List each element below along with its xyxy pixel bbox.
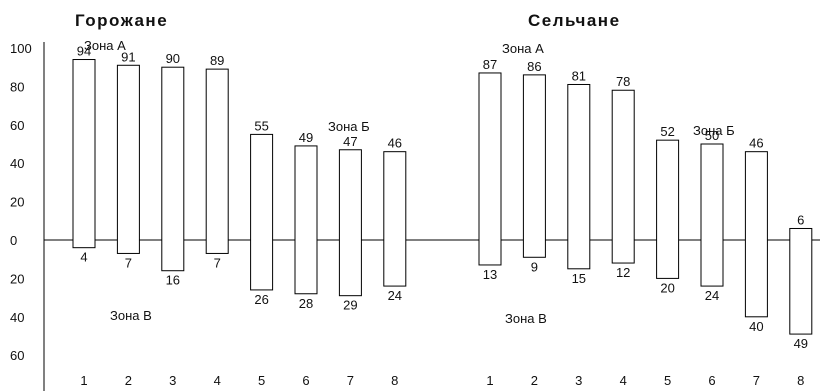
bar-upper-value-label: 55 xyxy=(254,118,268,133)
zone-v-label: Зона В xyxy=(110,308,152,323)
x-tick-label: 4 xyxy=(620,373,627,388)
bar-lower-value-label: 7 xyxy=(214,255,221,270)
bar-upper-value-label: 49 xyxy=(299,130,313,145)
y-tick-label: 80 xyxy=(10,79,24,94)
bar-upper-value-label: 91 xyxy=(121,49,135,64)
bar xyxy=(744,151,768,318)
bar xyxy=(789,227,813,335)
x-tick-label: 2 xyxy=(125,373,132,388)
x-tick-label: 3 xyxy=(169,373,176,388)
x-tick-label: 5 xyxy=(664,373,671,388)
zone-a-label: Зона А xyxy=(502,41,544,56)
zone-b-label: Зона Б xyxy=(328,119,370,134)
bar xyxy=(383,151,407,287)
y-tick-label: 20 xyxy=(10,195,24,210)
x-tick-label: 5 xyxy=(258,373,265,388)
x-tick-label: 7 xyxy=(753,373,760,388)
bar xyxy=(478,72,502,266)
bar xyxy=(294,145,318,295)
bar-upper-value-label: 6 xyxy=(797,212,804,227)
bar-lower-value-label: 29 xyxy=(343,298,357,313)
bar-lower-value-label: 26 xyxy=(254,292,268,307)
bar-group: Горожане Зона А Зона Б Зона В 94 4 1 91 7 2 90 16 3 8… xyxy=(72,11,407,388)
bar-lower-value-label: 20 xyxy=(660,280,674,295)
x-tick-label: 6 xyxy=(302,373,309,388)
y-tick-label: 60 xyxy=(10,348,24,363)
bar-upper-value-label: 46 xyxy=(749,136,763,151)
bar-upper-value-label: 94 xyxy=(77,44,91,59)
y-tick-label: 60 xyxy=(10,118,24,133)
bar xyxy=(116,64,140,254)
x-tick-label: 8 xyxy=(391,373,398,388)
y-tick-label: 0 xyxy=(10,233,17,248)
x-tick-label: 2 xyxy=(531,373,538,388)
bar xyxy=(72,59,96,249)
bar-upper-value-label: 50 xyxy=(705,128,719,143)
bar xyxy=(522,74,546,258)
bar-upper-value-label: 89 xyxy=(210,53,224,68)
bar-lower-value-label: 7 xyxy=(125,255,132,270)
zone-b-label: Зона Б xyxy=(693,123,735,138)
x-tick-label: 7 xyxy=(347,373,354,388)
x-tick-label: 1 xyxy=(80,373,87,388)
bar-lower-value-label: 49 xyxy=(794,336,808,351)
bar-lower-value-label: 9 xyxy=(531,259,538,274)
bar-lower-value-label: 12 xyxy=(616,265,630,280)
x-tick-label: 1 xyxy=(486,373,493,388)
group-title: Горожане xyxy=(75,11,168,30)
bar-upper-value-label: 90 xyxy=(166,51,180,66)
y-tick-label: 40 xyxy=(10,156,24,171)
y-tick-label: 100 xyxy=(10,41,32,56)
bar-lower-value-label: 28 xyxy=(299,296,313,311)
x-tick-label: 6 xyxy=(708,373,715,388)
bar xyxy=(161,66,185,272)
bar-upper-value-label: 47 xyxy=(343,134,357,149)
bar xyxy=(205,68,229,254)
bar-upper-value-label: 46 xyxy=(388,136,402,151)
bar-lower-value-label: 15 xyxy=(572,271,586,286)
zone-a-label: Зона А xyxy=(84,38,126,53)
bar xyxy=(700,143,724,287)
x-tick-label: 4 xyxy=(214,373,221,388)
bar-upper-value-label: 86 xyxy=(527,59,541,74)
bar xyxy=(567,83,591,270)
bar-lower-value-label: 40 xyxy=(749,319,763,334)
bar xyxy=(611,89,635,264)
x-tick-label: 3 xyxy=(575,373,582,388)
bar-upper-value-label: 87 xyxy=(483,57,497,72)
bar xyxy=(250,133,274,291)
bar-lower-value-label: 13 xyxy=(483,267,497,282)
x-tick-label: 8 xyxy=(797,373,804,388)
group-title: Сельчане xyxy=(528,11,621,30)
bar-lower-value-label: 16 xyxy=(166,273,180,288)
bar-upper-value-label: 52 xyxy=(660,124,674,139)
bar-upper-value-label: 81 xyxy=(572,68,586,83)
bar-lower-value-label: 4 xyxy=(80,250,87,265)
bar-lower-value-label: 24 xyxy=(388,288,402,303)
bar xyxy=(338,149,362,297)
bar-lower-value-label: 24 xyxy=(705,288,719,303)
y-tick-label: 40 xyxy=(10,310,24,325)
y-tick-label: 20 xyxy=(10,271,24,286)
bar-upper-value-label: 78 xyxy=(616,74,630,89)
zone-v-label: Зона В xyxy=(505,311,547,326)
bar xyxy=(656,139,680,279)
